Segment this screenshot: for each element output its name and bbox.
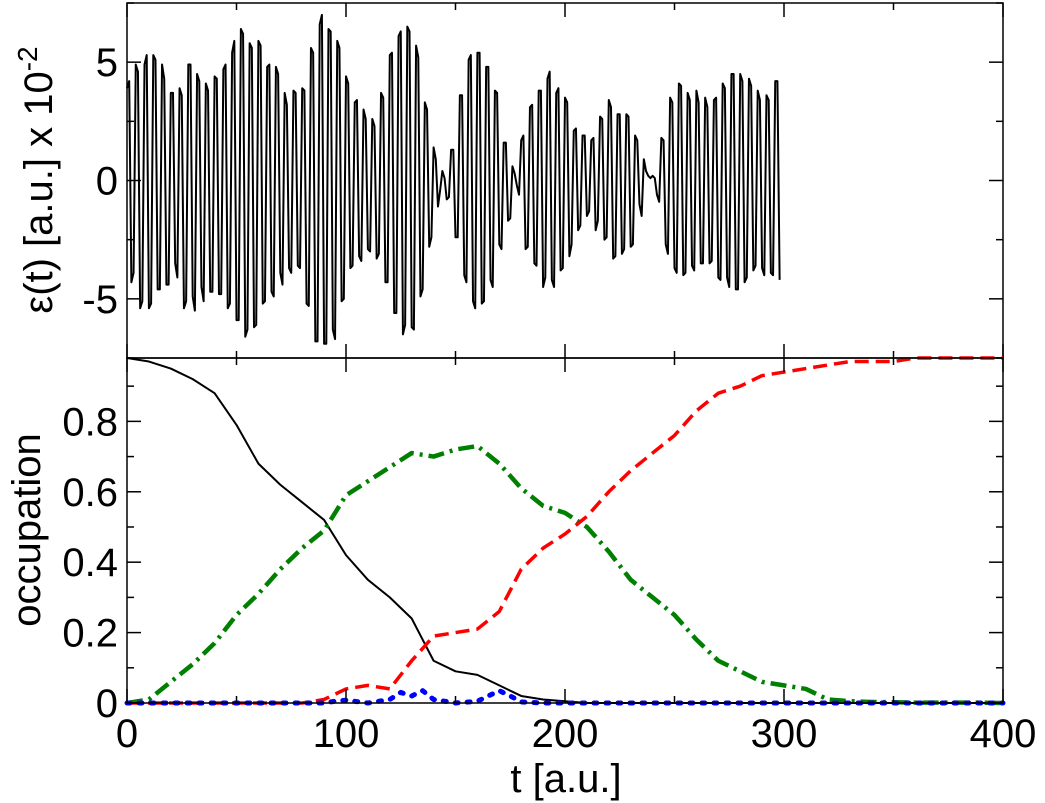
top-y-axis-label-text: ε(t) [a.u.] x 10 <box>17 71 61 313</box>
bottom-series-line-3 <box>127 356 1003 705</box>
top-ticks-group <box>126 2 1004 359</box>
top-y-tick-label: 0 <box>96 160 118 204</box>
bottom-x-tick-label: 300 <box>751 712 818 756</box>
bottom-plot-frame <box>126 357 1004 704</box>
bottom-series-group <box>124 356 1006 706</box>
bottom-y-axis-label: occupation <box>5 433 49 626</box>
bottom-series-line-2 <box>126 443 1004 706</box>
bottom-x-tick-label: 100 <box>313 712 380 756</box>
top-y-axis-label-exponent: -2 <box>12 46 43 71</box>
bottom-series-line-1 <box>126 357 1003 704</box>
bottom-y-tick-label: 0.8 <box>62 400 118 444</box>
top-tick-labels-group: -5 0 5 <box>82 41 118 322</box>
top-series-group <box>126 13 781 345</box>
bottom-y-tick-label: 0 <box>96 682 118 726</box>
bottom-x-axis-label: t [a.u.] <box>510 757 621 801</box>
bottom-x-tick-label: 200 <box>532 712 599 756</box>
top-series-line-1 <box>126 13 781 345</box>
top-y-tick-label: 5 <box>96 41 118 85</box>
top-panel: -5 0 5 ε(t) [a.u.] x 10-2 <box>12 2 1004 359</box>
bottom-y-tick-label: 0.6 <box>62 471 118 515</box>
bottom-ticks-group <box>126 358 1004 704</box>
bottom-panel: 0 0.2 0.4 0.6 0.8 0 100 200 300 400 occupation t … <box>5 356 1036 801</box>
bottom-y-tick-label: 0.2 <box>62 612 118 656</box>
top-y-axis-label: ε(t) [a.u.] x 10-2 <box>12 46 62 313</box>
bottom-y-tick-label: 0.4 <box>62 541 118 585</box>
top-y-tick-label: -5 <box>82 278 118 322</box>
bottom-x-tick-label: 400 <box>970 712 1037 756</box>
bottom-x-tick-label: 0 <box>116 712 138 756</box>
bottom-tick-labels-group: 0 0.2 0.4 0.6 0.8 0 100 200 300 400 <box>62 400 1036 756</box>
